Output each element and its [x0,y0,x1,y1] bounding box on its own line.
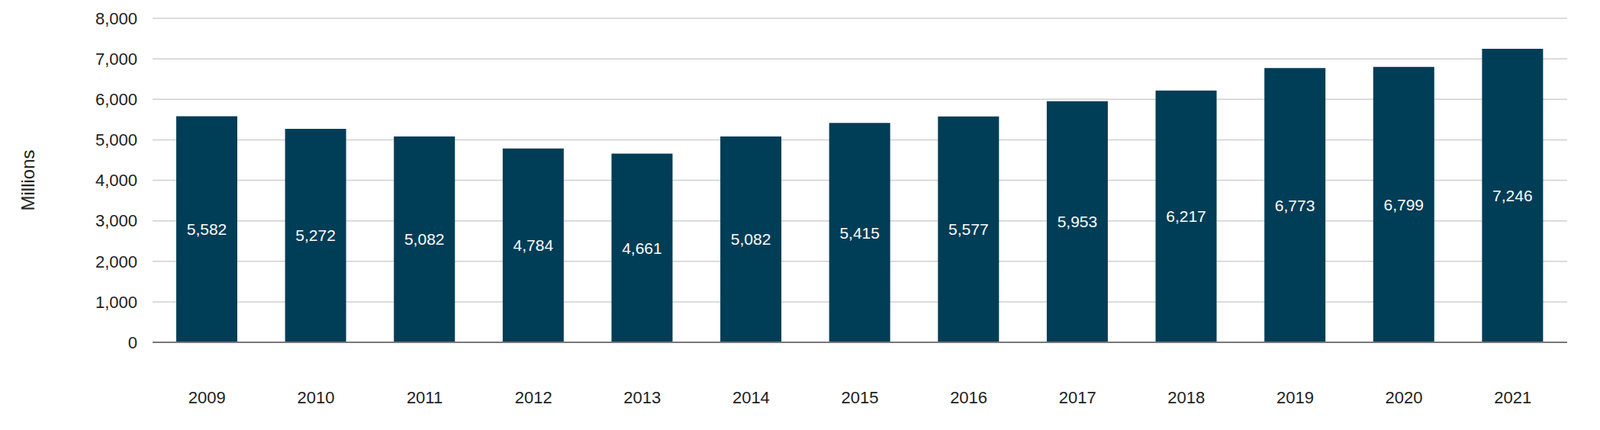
svg-text:1,000: 1,000 [95,292,138,313]
svg-text:2014: 2014 [732,388,770,408]
svg-text:2018: 2018 [1167,388,1205,408]
svg-text:0: 0 [128,333,138,353]
svg-text:5,953: 5,953 [1057,212,1098,231]
svg-text:6,799: 6,799 [1383,196,1424,214]
svg-text:2019: 2019 [1276,388,1314,408]
svg-text:Millions: Millions [17,149,39,211]
svg-text:2021: 2021 [1493,388,1532,408]
svg-text:5,577: 5,577 [948,220,989,239]
svg-text:2009: 2009 [188,388,226,408]
svg-text:2020: 2020 [1385,388,1423,408]
svg-text:7,246: 7,246 [1492,186,1533,205]
svg-text:2016: 2016 [949,388,988,408]
svg-text:4,661: 4,661 [621,239,663,258]
svg-text:4,784: 4,784 [513,236,554,255]
svg-text:5,415: 5,415 [839,224,880,242]
svg-text:6,217: 6,217 [1165,207,1207,226]
svg-text:7,000: 7,000 [95,49,138,69]
svg-text:5,000: 5,000 [95,130,138,150]
svg-text:2012: 2012 [515,388,553,408]
svg-text:6,000: 6,000 [95,90,138,110]
svg-text:2,000: 2,000 [95,252,138,272]
svg-text:2010: 2010 [296,388,335,408]
svg-text:2015: 2015 [841,388,879,408]
svg-text:2017: 2017 [1059,388,1097,408]
svg-text:5,082: 5,082 [404,230,445,248]
svg-text:5,082: 5,082 [730,230,772,248]
svg-text:5,272: 5,272 [295,226,336,245]
svg-text:2013: 2013 [623,388,661,408]
svg-text:5,582: 5,582 [186,220,228,239]
svg-text:8,000: 8,000 [95,9,138,29]
svg-text:3,000: 3,000 [95,211,138,231]
svg-text:6,773: 6,773 [1274,196,1316,215]
svg-text:4,000: 4,000 [95,170,138,190]
svg-text:2011: 2011 [406,388,443,408]
